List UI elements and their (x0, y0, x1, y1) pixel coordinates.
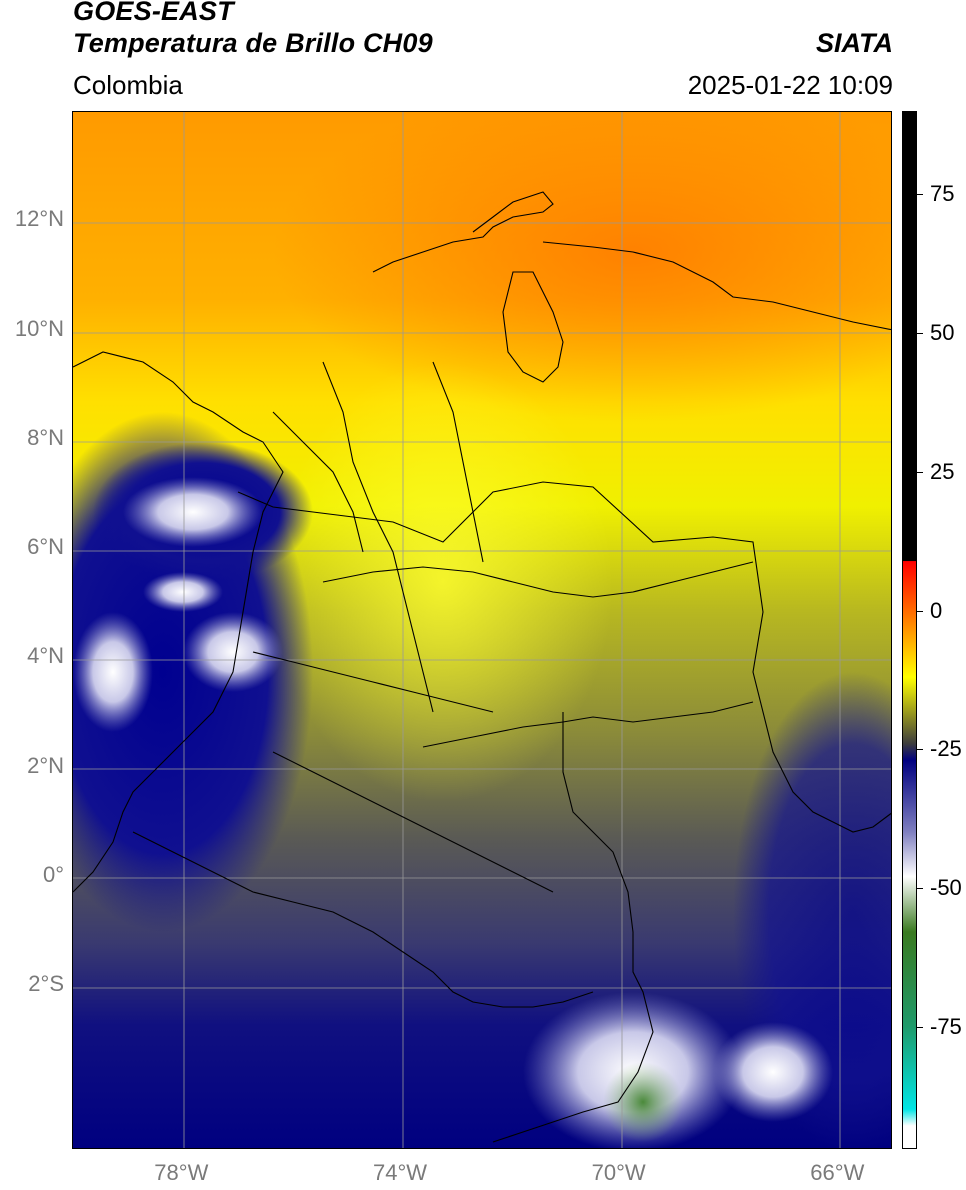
caribbean-coast (372, 191, 554, 273)
colorbar-tick (917, 1026, 923, 1028)
lon-label: 78°W (154, 1160, 209, 1185)
lat-label: 2°S (28, 971, 64, 997)
colorbar-tick (917, 888, 923, 890)
colorbar-tick (917, 194, 923, 196)
dept-line-6 (432, 361, 484, 563)
warm-core-region (273, 362, 613, 802)
dept-line-5 (322, 361, 434, 713)
lake-maracaibo (502, 271, 564, 383)
cloud-top-3 (183, 612, 283, 692)
region-label: Colombia (73, 70, 183, 100)
colorbar (902, 111, 917, 1149)
colorbar-tick-label: 75 (930, 181, 955, 207)
cloud-top-6 (713, 1022, 833, 1122)
lat-label: 10°N (14, 315, 64, 341)
colombia-south-border (492, 712, 654, 1143)
lat-label: 8°N (27, 424, 64, 450)
lon-label: 74°W (372, 1160, 428, 1185)
lon-label: 66°W (810, 1160, 865, 1185)
colorbar-tick-label: 25 (930, 458, 955, 484)
lat-label: 12°N (14, 206, 64, 232)
datetime-label: 2025-01-22 10:09 (687, 70, 893, 100)
lon-label: 70°W (591, 1160, 646, 1185)
product-title: Temperatura de Brillo CH09 (73, 28, 433, 58)
satellite-title: GOES-EAST (73, 0, 234, 26)
colorbar-tick (917, 333, 923, 335)
colorbar-tick-label: 0 (930, 597, 943, 623)
pacific-coast (73, 351, 284, 893)
colorbar-tick (917, 749, 923, 751)
dept-line-3 (252, 651, 494, 713)
colorbar-tick-label: 50 (930, 320, 955, 346)
colorbar-tick (917, 610, 923, 612)
dept-line-2 (322, 561, 754, 598)
colorbar-tick-label: -50 (930, 875, 962, 901)
lat-label: 6°N (27, 534, 64, 560)
cloud-top-1 (123, 477, 263, 547)
cloud-top-2 (143, 572, 223, 612)
colombia-east-border (237, 481, 891, 833)
cloud-top-4 (73, 612, 153, 732)
lat-label: 2°N (27, 752, 64, 778)
colorbar-tick-label: -25 (930, 736, 962, 762)
graticule (73, 112, 891, 1148)
lat-label: 4°N (27, 643, 64, 669)
borders (73, 191, 891, 1143)
agency-label: SIATA (816, 28, 893, 58)
lat-label: 0° (42, 861, 64, 887)
dept-line-7 (272, 411, 364, 553)
ecuador-peru-border (132, 831, 594, 1008)
dept-line-4 (272, 751, 554, 893)
map-panel[interactable] (72, 111, 892, 1149)
colorbar-tick-label: -75 (930, 1013, 962, 1039)
cold-core (603, 1062, 683, 1142)
dept-line-1 (422, 701, 754, 748)
warm-region (273, 112, 891, 422)
colorbar-tick (917, 471, 923, 473)
venezuela-coast (542, 241, 891, 331)
map-canvas (73, 112, 891, 1148)
